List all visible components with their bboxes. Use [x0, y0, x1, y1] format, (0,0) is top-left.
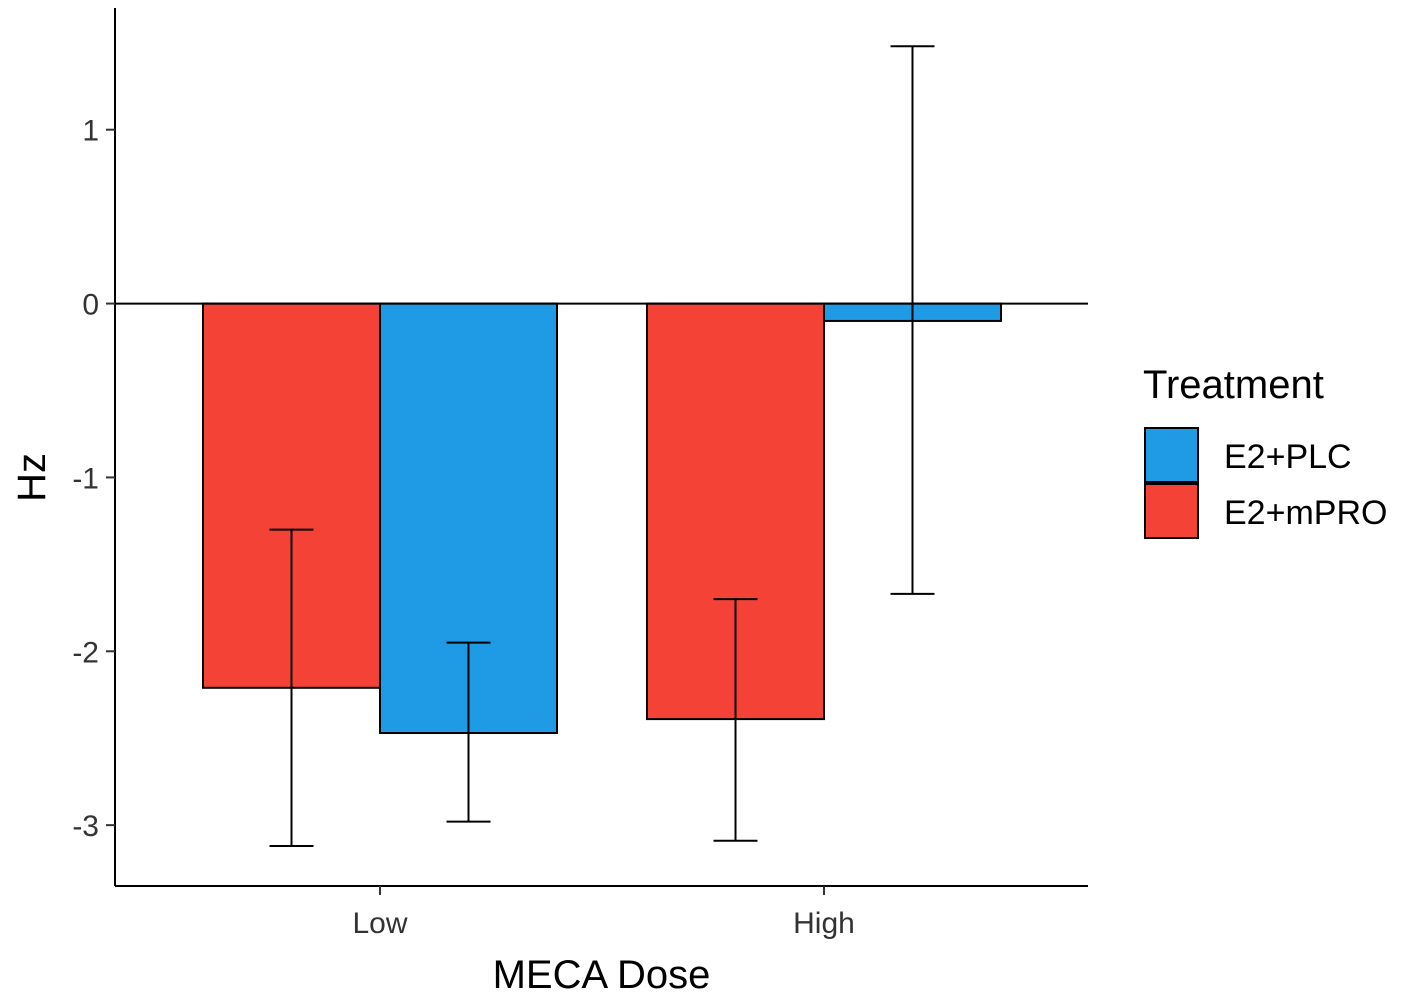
legend-label: E2+PLC	[1224, 438, 1352, 476]
x-axis-title: MECA Dose	[493, 953, 711, 997]
x-tick-label: High	[793, 907, 855, 940]
legend-title: Treatment	[1143, 363, 1324, 407]
y-tick-label: -3	[72, 810, 99, 843]
y-axis-ticks: -3 -2 -1 0 1	[72, 115, 115, 843]
y-tick-label: -1	[72, 462, 99, 495]
y-tick-label: 0	[82, 289, 99, 322]
y-tick-label: 1	[82, 115, 99, 148]
x-axis-ticks: Low High	[352, 886, 855, 940]
y-tick-label: -2	[72, 636, 99, 669]
legend-swatch	[1144, 483, 1199, 539]
legend-label: E2+mPRO	[1224, 494, 1387, 532]
x-tick-label: Low	[352, 907, 407, 940]
legend-items: E2+PLC E2+mPRO	[1144, 427, 1387, 539]
legend-swatch	[1144, 427, 1199, 483]
y-axis-title: Hz	[10, 453, 54, 502]
bars-layer	[202, 302, 1002, 735]
error-bars-layer	[269, 45, 935, 848]
legend: Treatment E2+PLC E2+mPRO	[1143, 363, 1387, 539]
